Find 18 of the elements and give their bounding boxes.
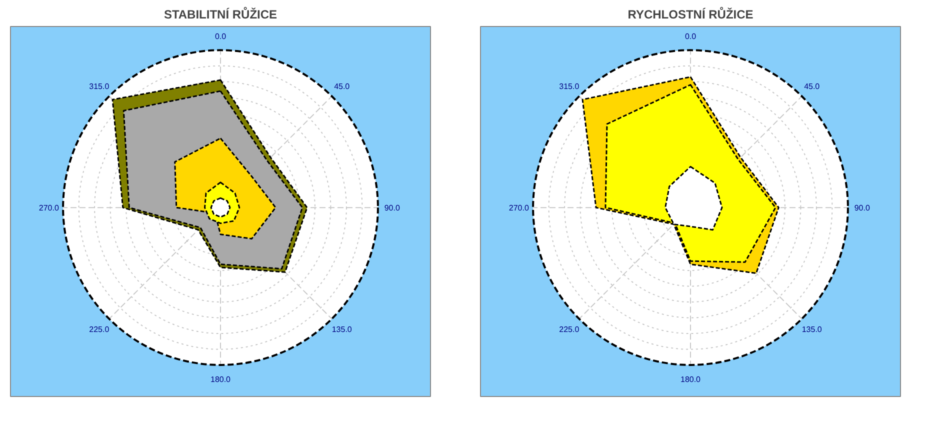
chart-title: RYCHLOSTNÍ RŮŽICE — [628, 6, 754, 22]
spoke-label: 270.0 — [38, 204, 60, 213]
chart-title: STABILITNÍ RŮŽICE — [164, 6, 278, 22]
spoke-label: 135.0 — [802, 324, 822, 334]
spoke-label: 135.0 — [332, 324, 352, 334]
spoke-label: 225.0 — [559, 324, 580, 334]
spoke-label: 0.0 — [214, 32, 227, 41]
spoke-label: 315.0 — [559, 82, 580, 92]
spoke-label: 180.0 — [680, 375, 702, 384]
spoke-label: 315.0 — [89, 82, 110, 92]
spoke-label: 180.0 — [210, 375, 232, 384]
spoke-label: 90.0 — [854, 204, 870, 213]
spoke-label: 0.0 — [684, 32, 697, 41]
spoke-label: 225.0 — [89, 324, 110, 334]
spoke-label: 45.0 — [804, 82, 820, 92]
spoke-label: 45.0 — [334, 82, 350, 92]
spoke-label: 270.0 — [508, 204, 530, 213]
spoke-label: 90.0 — [384, 204, 400, 213]
